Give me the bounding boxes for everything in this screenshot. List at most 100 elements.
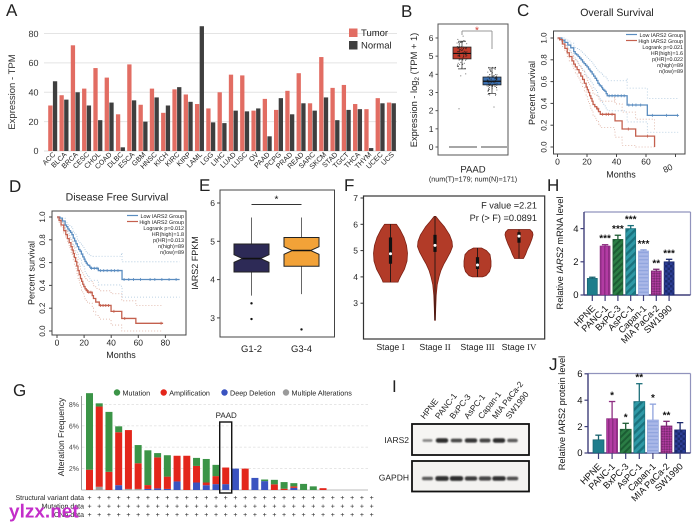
svg-text:4: 4 — [353, 272, 358, 282]
svg-text:E: E — [199, 176, 210, 195]
svg-text:A: A — [6, 1, 18, 20]
svg-text:+: + — [331, 504, 335, 511]
svg-text:Relative IARS2 mRNA level: Relative IARS2 mRNA level — [555, 197, 565, 310]
svg-text:+: + — [253, 504, 257, 511]
svg-text:+: + — [175, 495, 179, 502]
svg-text:+: + — [97, 512, 101, 519]
svg-text:H: H — [547, 176, 559, 195]
svg-text:60: 60 — [641, 157, 651, 167]
svg-text:+: + — [360, 512, 364, 519]
svg-text:PAAD: PAAD — [460, 165, 485, 176]
svg-text:Stage I: Stage I — [376, 342, 404, 352]
svg-text:Mutation: Mutation — [123, 389, 151, 398]
svg-text:***: *** — [599, 234, 611, 245]
svg-text:Low IARS2 Group: Low IARS2 Group — [141, 214, 184, 220]
svg-text:IARS2: IARS2 — [384, 435, 409, 445]
svg-text:+: + — [224, 512, 228, 519]
svg-text:60: 60 — [134, 338, 144, 348]
svg-text:Percent survival: Percent survival — [27, 241, 37, 305]
svg-text:+: + — [214, 504, 218, 511]
svg-text:3: 3 — [429, 87, 434, 97]
svg-text:High IARS2 Group: High IARS2 Group — [638, 39, 683, 45]
svg-text:+: + — [331, 495, 335, 502]
svg-text:0.2: 0.2 — [38, 302, 47, 314]
svg-text:+: + — [194, 504, 198, 511]
svg-text:+: + — [185, 495, 189, 502]
svg-text:+: + — [243, 504, 247, 511]
svg-text:2: 2 — [573, 257, 578, 268]
svg-text:+: + — [233, 504, 237, 511]
svg-text:G3-4: G3-4 — [291, 344, 312, 355]
svg-text:+: + — [126, 495, 130, 502]
svg-text:+: + — [156, 504, 160, 511]
svg-text:+: + — [107, 495, 111, 502]
svg-text:+: + — [340, 512, 344, 519]
svg-text:+: + — [282, 504, 286, 511]
svg-text:6: 6 — [577, 369, 582, 380]
svg-text:+: + — [302, 512, 306, 519]
svg-text:Multiple Alterations: Multiple Alterations — [292, 389, 353, 398]
svg-text:Mutation data: Mutation data — [42, 503, 85, 511]
svg-text:Pr (> F) =0.0891: Pr (> F) =0.0891 — [470, 213, 537, 223]
svg-text:+: + — [370, 495, 374, 502]
svg-text:0.8: 0.8 — [38, 234, 47, 246]
svg-text:F value =2.21: F value =2.21 — [481, 201, 537, 211]
svg-text:1: 1 — [429, 124, 434, 134]
svg-text:+: + — [136, 495, 140, 502]
svg-text:0: 0 — [429, 142, 434, 152]
svg-text:Stage II: Stage II — [419, 342, 450, 352]
svg-text:+: + — [97, 495, 101, 502]
svg-text:+: + — [321, 512, 325, 519]
svg-text:+: + — [146, 504, 150, 511]
svg-text:***: *** — [663, 248, 675, 259]
svg-text:***: *** — [612, 224, 624, 235]
svg-text:Months: Months — [606, 170, 636, 180]
svg-text:*: * — [624, 412, 628, 423]
svg-text:4: 4 — [210, 275, 215, 285]
svg-text:0.2: 0.2 — [540, 119, 549, 131]
svg-text:+: + — [136, 512, 140, 519]
svg-text:+: + — [97, 504, 101, 511]
svg-text:GAPDH: GAPDH — [379, 473, 409, 483]
svg-text:Expression - log2 (TPM + 1): Expression - log2 (TPM + 1) — [409, 33, 421, 147]
svg-text:CNA data: CNA data — [54, 511, 84, 519]
svg-text:+: + — [87, 504, 91, 511]
svg-text:+: + — [370, 512, 374, 519]
svg-text:F: F — [344, 176, 354, 195]
svg-text:+: + — [107, 512, 111, 519]
svg-text:0.6: 0.6 — [38, 256, 47, 268]
svg-text:+: + — [292, 512, 296, 519]
svg-text:+: + — [340, 495, 344, 502]
svg-text:+: + — [136, 504, 140, 511]
svg-text:2: 2 — [577, 422, 582, 433]
svg-text:+: + — [272, 495, 276, 502]
svg-text:+: + — [126, 504, 130, 511]
svg-text:+: + — [156, 495, 160, 502]
svg-text:+: + — [194, 512, 198, 519]
svg-text:Amplification: Amplification — [169, 389, 210, 398]
svg-text:*: * — [275, 195, 279, 206]
svg-text:+: + — [214, 512, 218, 519]
svg-text:+: + — [165, 512, 169, 519]
svg-text:+: + — [87, 512, 91, 519]
svg-text:0: 0 — [555, 157, 560, 167]
svg-text:+: + — [292, 504, 296, 511]
svg-text:0: 0 — [577, 448, 582, 459]
svg-text:+: + — [204, 504, 208, 511]
svg-text:+: + — [107, 504, 111, 511]
svg-text:***: *** — [638, 239, 650, 250]
svg-text:+: + — [292, 495, 296, 502]
svg-text:UCS: UCS — [380, 151, 396, 167]
svg-text:6: 6 — [210, 198, 215, 208]
svg-text:Low IARS2 Group: Low IARS2 Group — [640, 33, 683, 39]
svg-text:+: + — [87, 495, 91, 502]
svg-text:+: + — [204, 495, 208, 502]
svg-text:0.8: 0.8 — [540, 54, 549, 66]
svg-text:20: 20 — [582, 157, 592, 167]
svg-text:6: 6 — [429, 33, 434, 43]
svg-text:4: 4 — [573, 224, 578, 235]
svg-text:+: + — [233, 495, 237, 502]
svg-text:B: B — [401, 2, 412, 21]
svg-text:+: + — [263, 504, 267, 511]
svg-text:n(low)=89: n(low)=89 — [160, 250, 184, 256]
